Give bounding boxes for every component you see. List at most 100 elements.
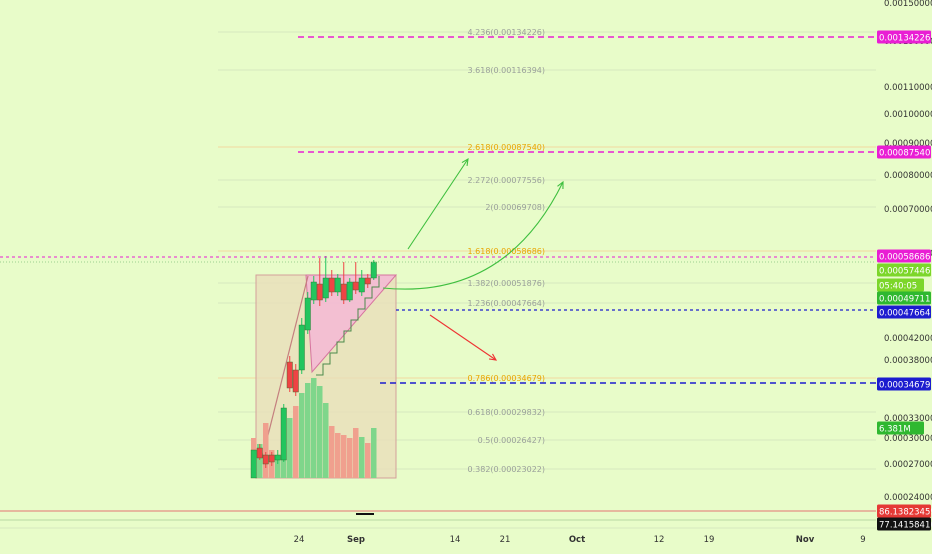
candle <box>322 277 329 299</box>
price-badge-text: 0.00087540 <box>879 148 930 158</box>
price-badge-text: 77.14158416 <box>879 520 932 530</box>
x-tick-label: Nov <box>796 535 815 545</box>
y-tick-label: 0.00042000 <box>884 334 932 344</box>
volume-bar <box>359 437 365 478</box>
candle <box>352 281 359 291</box>
candle <box>328 277 335 293</box>
y-tick-label: 0.00090000 <box>884 139 932 149</box>
price-badge-text: 0.00049711 <box>879 294 930 304</box>
y-tick-label: 0.00150000 <box>884 0 932 9</box>
indicator-mark <box>356 513 374 515</box>
price-badge <box>877 517 931 531</box>
staircase-support <box>316 276 380 376</box>
arrow-up-curve <box>382 181 564 290</box>
candle <box>364 277 371 285</box>
fib-label: 3.618(0.00116394) <box>468 66 546 75</box>
fib-label: 0.618(0.00029832) <box>468 408 546 417</box>
candle <box>316 283 323 301</box>
arrow-up-curve-head <box>557 180 564 190</box>
volume-bar <box>305 383 311 478</box>
fib-label: 2(0.00069708) <box>485 203 545 212</box>
price-badges: 0.00134226 0.00087540 0.00058686 0.00057446… <box>877 30 932 531</box>
price-badge <box>877 249 931 263</box>
price-badge <box>877 145 931 159</box>
candle <box>268 454 275 463</box>
volume-bar <box>329 426 335 478</box>
volume-bar <box>353 428 359 478</box>
y-tick-label: 0.00110000 <box>884 83 932 93</box>
x-tick-label: 19 <box>704 535 715 545</box>
y-tick-label: 0.00030000 <box>884 434 932 444</box>
x-tick-label: Oct <box>569 535 585 545</box>
volume-bar <box>263 423 269 478</box>
fib-label: 1.382(0.00051876) <box>468 279 546 288</box>
price-badge-text: 0.00134226 <box>879 33 930 43</box>
fib-label: 0.5(0.00026427) <box>478 436 545 445</box>
volume-bar <box>365 443 371 478</box>
y-tick-label: 0.00024000 <box>884 493 932 503</box>
candle <box>370 261 377 279</box>
candle <box>340 283 347 301</box>
volume-bar <box>293 406 299 478</box>
candle <box>334 277 341 293</box>
price-badge-text: 0.00057446 <box>879 266 930 276</box>
x-tick-label: 9 <box>860 535 865 545</box>
price-badge <box>877 278 924 292</box>
volume-bar <box>287 418 293 478</box>
x-tick-label: Sep <box>347 535 365 545</box>
price-badge-text: 05:40:05 <box>879 281 917 291</box>
candle <box>310 281 317 301</box>
candles <box>250 256 377 479</box>
price-badge-text: 6.381M <box>879 424 911 434</box>
arrow-up-straight-head <box>461 157 469 167</box>
price-badge-text: 0.00058686 <box>879 252 930 262</box>
candle <box>274 454 281 461</box>
volume-bar <box>341 435 347 478</box>
y-tick-label: 0.00100000 <box>884 110 932 120</box>
price-badge <box>877 291 931 305</box>
fib-label: 4.236(0.00134226) <box>468 28 546 37</box>
x-tick-label: 24 <box>294 535 305 545</box>
fib-label: 1.618(0.00058686) <box>468 247 546 256</box>
y-tick-label: 0.00070000 <box>884 205 932 215</box>
price-badge-text: 0.00047664 <box>879 308 930 318</box>
x-tick-label: 14 <box>450 535 461 545</box>
candle <box>262 454 269 465</box>
price-badge <box>877 504 931 518</box>
arrow-down-head <box>488 353 498 361</box>
candle <box>250 449 257 479</box>
candle <box>256 447 263 459</box>
candle <box>304 297 311 331</box>
volume-bar <box>299 393 305 478</box>
volume-bar <box>335 433 341 478</box>
candle <box>358 277 365 293</box>
volume-bar <box>275 456 281 478</box>
x-tick-label: 21 <box>500 535 511 545</box>
candle <box>292 369 299 393</box>
price-badge <box>877 377 931 391</box>
fib-label: 1.236(0.00047664) <box>468 299 546 308</box>
y-tick-label: 0.00033000 <box>884 414 932 424</box>
fib-label: 0.786(0.00034679) <box>468 374 546 383</box>
candle <box>346 281 353 301</box>
price-badge-text: 0.00034679 <box>879 380 930 390</box>
candle <box>286 361 293 389</box>
volume-bar <box>347 438 353 478</box>
price-badge <box>877 305 931 319</box>
projection-arrows <box>382 157 564 361</box>
y-tick-label: 0.00038000 <box>884 356 932 366</box>
volume-bar <box>371 428 377 478</box>
price-badge <box>877 263 931 277</box>
price-badge-text: 86.13823459 <box>879 507 932 517</box>
y-tick-label: 0.00080000 <box>884 171 932 181</box>
fib-label: 0.382(0.00023022) <box>468 465 546 474</box>
volume-bar <box>317 386 323 478</box>
volume-bar <box>323 403 329 478</box>
volume-bar <box>311 378 317 478</box>
level-lines <box>0 36 876 521</box>
price-badge <box>877 421 924 435</box>
x-tick-label: 12 <box>654 535 665 545</box>
